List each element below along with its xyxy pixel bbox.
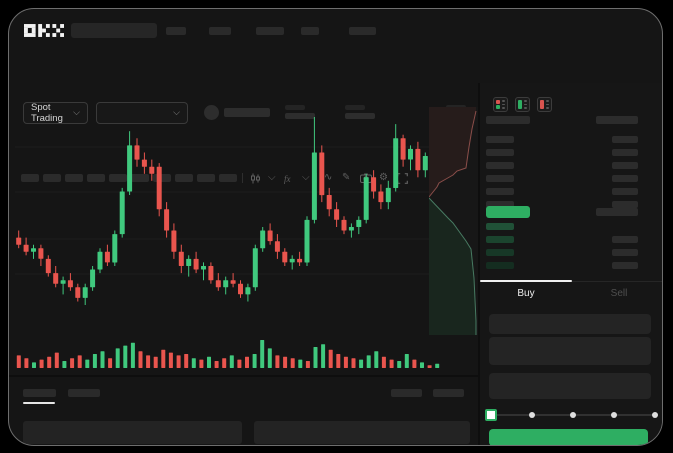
orders-table-skeleton [254, 421, 470, 444]
orders-table-skeleton [23, 421, 242, 444]
nav-item[interactable] [209, 27, 231, 35]
ask-amount-skeleton [612, 201, 638, 208]
app-window: Spot Trading ⌵ ⌵ ⌵ fx ⌵ ∿ ✎ [8, 8, 663, 446]
orderbook-asks-icon[interactable] [537, 97, 552, 112]
chevron-down-icon[interactable]: ⌵ [268, 172, 276, 183]
stat-label-skeleton [285, 105, 305, 110]
volume-chart [16, 340, 440, 368]
chevron-down-icon: ⌵ [173, 106, 180, 117]
pair-name-skeleton [224, 108, 270, 117]
bid-amount-skeleton [612, 236, 638, 243]
tab-sell[interactable]: Sell [610, 288, 628, 299]
pair-select[interactable]: ⌵ [96, 102, 188, 124]
slider-stop[interactable] [611, 412, 617, 418]
bottom-panel [9, 375, 479, 445]
chart-toolbar: ⌵ fx ⌵ ∿ ✎ ⚙ [9, 89, 479, 184]
settings-icon[interactable]: ⚙ [379, 172, 388, 183]
ask-price-skeleton[interactable] [486, 136, 514, 143]
market-type-select[interactable]: Spot Trading ⌵ [23, 102, 88, 124]
ask-price-skeleton[interactable] [486, 162, 514, 169]
ask-price-skeleton[interactable] [486, 149, 514, 156]
timeframe-button[interactable] [87, 174, 105, 182]
bid-amount-skeleton [612, 249, 638, 256]
buy-button[interactable] [489, 429, 648, 445]
chevron-down-icon[interactable]: ⌵ [302, 172, 310, 183]
amount-input[interactable] [489, 337, 651, 365]
timeframe-button[interactable] [131, 174, 149, 182]
orderbook-header-skeleton [486, 116, 530, 124]
market-type-label: Spot Trading [31, 102, 63, 124]
timeframe-button[interactable] [65, 174, 83, 182]
timeframe-button[interactable] [175, 174, 193, 182]
price-input[interactable] [489, 314, 651, 334]
svg-text:fx: fx [284, 174, 291, 184]
timeframe-button[interactable] [219, 174, 237, 182]
slider-stop[interactable] [529, 412, 535, 418]
tab-buy[interactable]: Buy [517, 288, 535, 299]
bid-price-skeleton[interactable] [486, 223, 514, 230]
timeframe-button[interactable] [109, 174, 127, 182]
stat-value-skeleton [345, 113, 375, 119]
slider-handle[interactable] [485, 409, 497, 421]
okx-logo[interactable] [24, 24, 64, 37]
coin-icon [204, 105, 219, 120]
active-tab-indicator [480, 280, 572, 282]
draw-tool-icon[interactable]: ✎ [342, 172, 351, 183]
timeframe-button[interactable] [197, 174, 215, 182]
stat-value-skeleton [285, 113, 315, 119]
chevron-down-icon: ⌵ [73, 106, 80, 117]
bottom-action[interactable] [391, 389, 422, 397]
line-tool-icon[interactable]: ∿ [324, 172, 333, 183]
ask-amount-skeleton [612, 188, 638, 195]
ask-price-skeleton[interactable] [486, 201, 514, 208]
nav-item[interactable] [349, 27, 376, 35]
nav-item[interactable] [256, 27, 284, 35]
stat-label-skeleton [345, 105, 365, 110]
timeframe-button[interactable] [21, 174, 39, 182]
bid-price-skeleton[interactable] [486, 236, 514, 243]
ask-price-skeleton[interactable] [486, 175, 514, 182]
orderbook-bids-icon[interactable] [515, 97, 530, 112]
depth-chart[interactable] [429, 107, 479, 335]
bid-price-skeleton[interactable] [486, 249, 514, 256]
last-price-amount-skeleton [596, 208, 638, 216]
ask-amount-skeleton [612, 162, 638, 169]
ask-amount-skeleton [612, 175, 638, 182]
bid-price-skeleton[interactable] [486, 262, 514, 269]
orderbook-split-icon[interactable] [493, 97, 508, 112]
candlestick-style-icon[interactable] [250, 173, 261, 184]
bottom-tab[interactable] [23, 389, 56, 397]
ask-price-skeleton[interactable] [486, 188, 514, 195]
timeframe-button[interactable] [43, 174, 61, 182]
orderbook-header-skeleton [596, 116, 638, 124]
timeframe-button[interactable] [153, 174, 171, 182]
nav-item[interactable] [166, 27, 186, 35]
toolbar-divider [242, 173, 243, 183]
slider-stop[interactable] [570, 412, 576, 418]
ask-amount-skeleton [612, 149, 638, 156]
slider-stop[interactable] [652, 412, 658, 418]
bottom-tab[interactable] [68, 389, 100, 397]
ask-amount-skeleton [612, 136, 638, 143]
indicators-icon[interactable]: fx [284, 173, 297, 184]
active-tab-underline [23, 402, 55, 404]
trade-panel: Buy Sell [478, 83, 662, 445]
nav-item[interactable] [301, 27, 319, 35]
bid-amount-skeleton [612, 262, 638, 269]
total-input[interactable] [489, 373, 651, 399]
search-input[interactable] [71, 23, 157, 38]
price-chart[interactable] [15, 107, 429, 335]
top-nav [9, 9, 662, 53]
last-price-badge [486, 206, 530, 218]
bottom-action[interactable] [433, 389, 464, 397]
